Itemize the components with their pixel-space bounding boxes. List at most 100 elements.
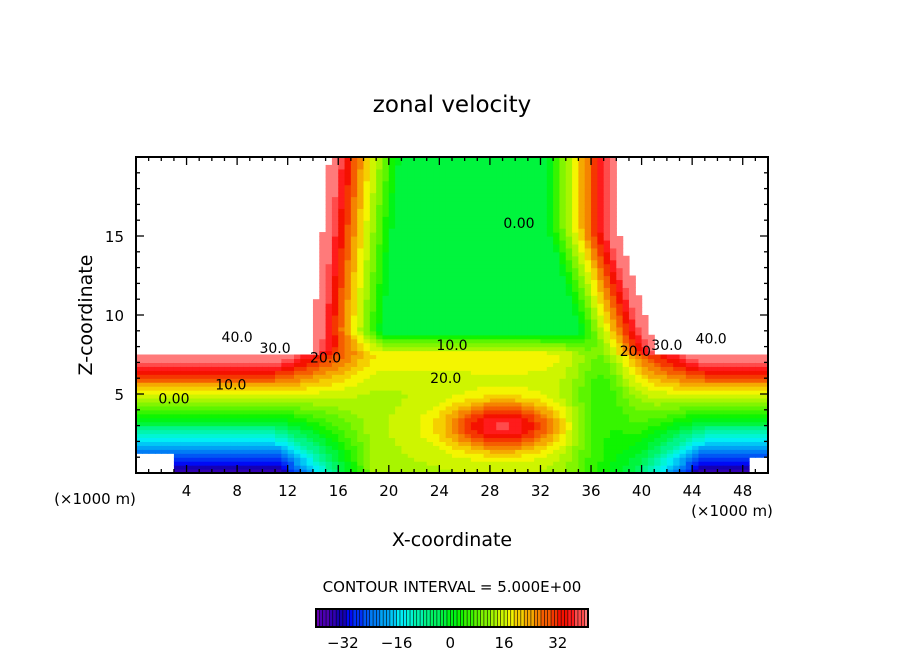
heatmap-cell: [319, 397, 327, 403]
heatmap-cell: [502, 228, 510, 233]
heatmap-cell: [382, 429, 390, 435]
heatmap-cell: [521, 457, 529, 462]
heatmap-cell: [616, 421, 624, 427]
heatmap-cell: [148, 417, 156, 423]
heatmap-cell: [635, 461, 643, 466]
heatmap-cell: [344, 433, 352, 439]
heatmap-cell: [211, 409, 219, 415]
heatmap-cell: [452, 413, 459, 419]
heatmap-cell: [464, 386, 472, 391]
heatmap-cell: [565, 192, 573, 198]
heatmap-cell: [591, 192, 598, 198]
heatmap-cell: [647, 421, 655, 427]
heatmap-cell: [546, 279, 554, 284]
heatmap-cell: [527, 200, 535, 205]
heatmap-cell: [319, 251, 327, 257]
heatmap-cell: [553, 374, 561, 379]
heatmap-cell: [414, 405, 421, 411]
heatmap-cell: [331, 330, 339, 336]
heatmap-cell: [515, 283, 523, 288]
heatmap-cell: [553, 180, 561, 186]
heatmap-cell: [610, 457, 617, 462]
heatmap-cell: [452, 429, 459, 435]
heatmap-cell: [534, 212, 542, 217]
heatmap-cell: [338, 263, 346, 269]
heatmap-cells: [136, 157, 769, 474]
heatmap-cell: [622, 429, 630, 435]
heatmap-cell: [464, 228, 472, 233]
heatmap-cell: [553, 267, 561, 273]
heatmap-cell: [597, 259, 605, 265]
heatmap-cell: [508, 239, 516, 245]
heatmap-cell: [458, 429, 466, 435]
heatmap-cell: [319, 239, 327, 245]
heatmap-cell: [369, 322, 377, 328]
heatmap-cell: [559, 216, 567, 221]
heatmap-cell: [186, 401, 194, 407]
heatmap-cell: [616, 445, 624, 450]
heatmap-cell: [527, 417, 535, 423]
heatmap-cell: [452, 303, 459, 308]
heatmap-cell: [666, 370, 674, 375]
heatmap-cell: [230, 453, 238, 458]
heatmap-cell: [515, 287, 523, 292]
heatmap-cell: [407, 453, 415, 458]
heatmap-cell: [527, 172, 535, 178]
heatmap-cell: [331, 172, 339, 178]
heatmap-cell: [426, 421, 434, 427]
heatmap-cell: [433, 401, 440, 407]
heatmap-cell: [357, 417, 365, 423]
heatmap-cell: [578, 405, 586, 411]
heatmap-cell: [173, 390, 181, 395]
heatmap-cell: [344, 299, 352, 304]
heatmap-cell: [597, 397, 605, 403]
heatmap-cell: [502, 445, 510, 450]
heatmap-cell: [477, 401, 485, 407]
heatmap-cell: [489, 378, 497, 383]
heatmap-cell: [420, 334, 428, 340]
heatmap-cell: [572, 200, 579, 205]
heatmap-cell: [382, 263, 390, 269]
heatmap-cell: [458, 362, 466, 367]
heatmap-cell: [426, 263, 434, 269]
heatmap-cell: [325, 303, 333, 308]
heatmap-cell: [154, 425, 162, 431]
heatmap-cell: [527, 437, 535, 442]
heatmap-cell: [546, 299, 554, 304]
heatmap-cell: [312, 449, 320, 454]
heatmap-cell: [521, 346, 529, 352]
heatmap-cell: [578, 469, 586, 474]
heatmap-cell: [357, 409, 365, 415]
heatmap-cell: [382, 465, 390, 470]
heatmap-cell: [470, 362, 478, 367]
heatmap-cell: [136, 405, 143, 411]
heatmap-cell: [445, 342, 453, 348]
heatmap-cell: [325, 243, 333, 249]
heatmap-cell: [363, 421, 371, 427]
heatmap-cell: [654, 409, 662, 415]
heatmap-cell: [426, 362, 434, 367]
heatmap-cell: [363, 366, 371, 371]
heatmap-cell: [565, 228, 573, 233]
heatmap-cell: [464, 216, 472, 221]
heatmap-cell: [338, 413, 346, 419]
heatmap-cell: [584, 295, 592, 300]
heatmap-cell: [395, 251, 403, 257]
heatmap-cell: [211, 421, 219, 427]
heatmap-cell: [534, 445, 542, 450]
heatmap-cell: [325, 421, 333, 427]
heatmap-cell: [388, 449, 396, 454]
heatmap-cell: [445, 180, 453, 186]
heatmap-cell: [205, 437, 213, 442]
heatmap-cell: [553, 176, 561, 182]
heatmap-cell: [275, 405, 282, 411]
heatmap-cell: [420, 228, 428, 233]
heatmap-cell: [243, 465, 251, 470]
heatmap-cell: [136, 401, 143, 407]
heatmap-cell: [546, 220, 554, 225]
heatmap-cell: [407, 358, 415, 363]
heatmap-cell: [546, 212, 554, 217]
heatmap-cell: [458, 315, 466, 320]
heatmap-cell: [458, 342, 466, 348]
heatmap-cell: [641, 461, 649, 466]
